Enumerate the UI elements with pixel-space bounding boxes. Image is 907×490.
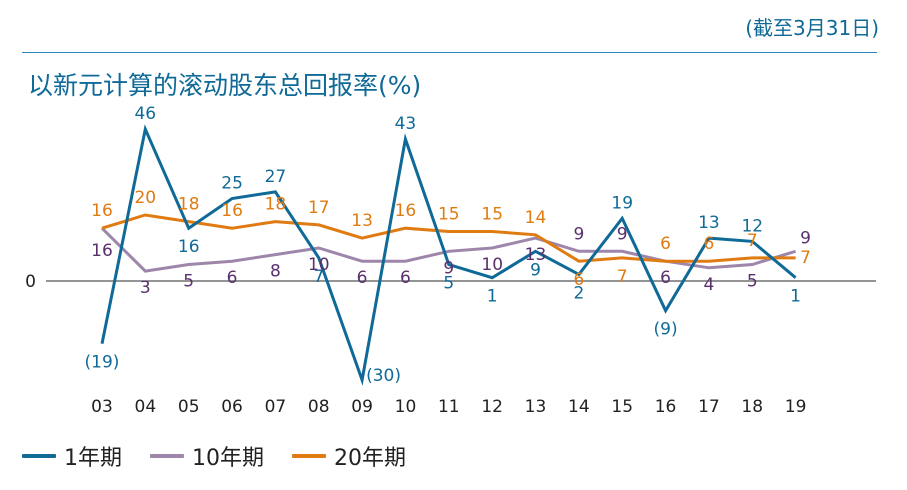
- data-label: 7: [313, 267, 324, 287]
- data-label: 7: [617, 267, 628, 287]
- data-label: 9: [617, 224, 628, 244]
- data-label: 15: [438, 205, 460, 225]
- data-label: 13: [698, 213, 720, 233]
- data-label: 6: [227, 268, 238, 288]
- data-label: 43: [395, 114, 417, 134]
- x-tick-label: 14: [568, 397, 590, 417]
- x-tick-label: 08: [308, 397, 330, 417]
- series-line: [100, 227, 797, 273]
- data-label: 8: [270, 262, 281, 282]
- data-label: 16: [91, 241, 113, 261]
- data-label: 5: [183, 272, 194, 292]
- data-label: 12: [741, 216, 763, 236]
- legend-label: 1年期: [64, 446, 122, 471]
- x-tick-label: 18: [741, 397, 763, 417]
- legend-item: 20年期: [292, 440, 406, 472]
- data-label: 13: [351, 211, 373, 231]
- data-label: 10: [481, 255, 503, 275]
- legend-item: 10年期: [150, 440, 264, 472]
- x-tick-label: 05: [178, 397, 200, 417]
- data-label: 5: [443, 274, 454, 294]
- data-label: 20: [134, 188, 156, 208]
- chart-title: 以新元计算的滚动股东总回报率(%): [28, 71, 422, 100]
- legend-label: 10年期: [192, 446, 264, 471]
- x-tick-label: 03: [91, 397, 113, 417]
- legend-swatch: [292, 454, 326, 458]
- data-label: 6: [703, 234, 714, 254]
- data-label: 6: [660, 234, 671, 254]
- data-label: (19): [85, 353, 120, 373]
- data-label: (30): [366, 366, 401, 386]
- legend-label: 20年期: [334, 446, 406, 471]
- data-label: 9: [443, 258, 454, 278]
- x-tick-label: 09: [351, 397, 373, 417]
- series-line: [100, 124, 797, 386]
- header-divider: [22, 52, 877, 53]
- legend-swatch: [22, 454, 56, 458]
- legend-item: 1年期: [22, 440, 122, 472]
- data-label: 4: [703, 275, 714, 295]
- data-label: 14: [525, 208, 547, 228]
- data-label: 6: [573, 270, 584, 290]
- date-note: (截至3月31日): [745, 16, 879, 40]
- data-label: 16: [395, 201, 417, 221]
- x-tick-label: 06: [221, 397, 243, 417]
- data-label: 19: [611, 193, 633, 213]
- series-line: [101, 213, 796, 263]
- data-label: 9: [573, 224, 584, 244]
- x-tick-label: 19: [785, 397, 807, 417]
- data-label: 9: [530, 260, 541, 280]
- x-tick-label: 15: [611, 397, 633, 417]
- data-label: 9: [800, 228, 811, 248]
- x-tick-label: 04: [135, 397, 157, 417]
- data-label: 25: [221, 174, 243, 194]
- data-label: 10: [308, 255, 330, 275]
- x-tick-label: 07: [265, 397, 287, 417]
- data-label: 46: [134, 104, 156, 124]
- data-label: 2: [573, 283, 584, 303]
- legend-swatch: [150, 454, 184, 458]
- data-label: 18: [178, 195, 200, 215]
- data-label: 16: [178, 237, 200, 257]
- y-tick-label: 0: [25, 272, 36, 292]
- data-label: 7: [747, 231, 758, 251]
- data-label: 18: [265, 195, 287, 215]
- x-tick-label: 12: [481, 397, 503, 417]
- data-label: 6: [357, 268, 368, 288]
- data-label: 6: [660, 268, 671, 288]
- data-label: 17: [308, 198, 330, 218]
- x-tick-label: 11: [438, 397, 460, 417]
- chart-legend: 1年期 10年期 20年期: [22, 440, 406, 472]
- data-label: 6: [400, 268, 411, 288]
- data-label: 16: [221, 201, 243, 221]
- data-label: 13: [525, 245, 547, 265]
- data-label: 3: [140, 278, 151, 298]
- data-label: 15: [481, 205, 503, 225]
- data-label: 5: [747, 272, 758, 292]
- data-label: 7: [800, 248, 811, 268]
- data-label: 1: [487, 287, 498, 307]
- data-label: 1: [790, 287, 801, 307]
- x-tick-label: 17: [698, 397, 720, 417]
- x-tick-label: 16: [655, 397, 677, 417]
- data-label: (9): [654, 320, 678, 340]
- x-tick-label: 10: [395, 397, 417, 417]
- data-label: 16: [91, 201, 113, 221]
- data-label: 27: [265, 167, 287, 187]
- x-tick-label: 13: [525, 397, 547, 417]
